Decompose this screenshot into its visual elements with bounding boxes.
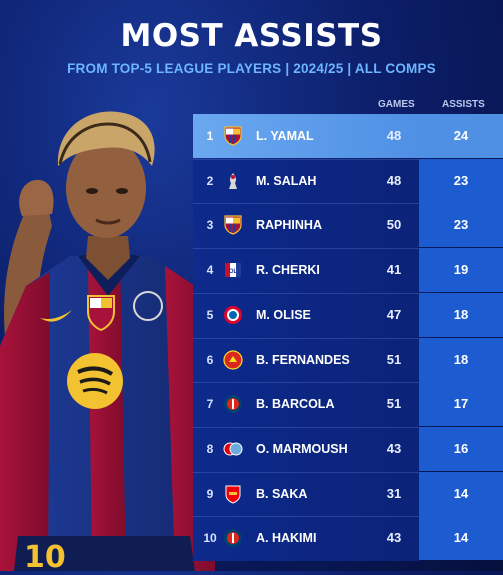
- player-name: A. HAKIMI: [256, 531, 317, 546]
- assists-cell-background: [419, 114, 503, 158]
- rank-number: 10: [203, 531, 217, 546]
- games-value: 51: [386, 396, 402, 412]
- rank-number: 8: [206, 441, 214, 456]
- page-subtitle: FROM TOP-5 LEAGUE PLAYERS | 2024/25 | AL…: [67, 61, 436, 76]
- barcelona-crest-icon: [223, 126, 243, 146]
- lyon-crest-icon: OL: [223, 260, 243, 280]
- rank-number: 1: [206, 129, 214, 143]
- assists-value: 14: [453, 530, 469, 546]
- bayern-crest-icon: [223, 305, 243, 325]
- assists-cell-background: [419, 337, 503, 382]
- liverpool-crest-icon: [223, 171, 243, 191]
- table-row: 7 B. BARCOLA 51 17: [193, 382, 503, 428]
- assists-value: 18: [453, 306, 469, 322]
- table-row: 5 M. OLISE 47 18: [193, 292, 503, 338]
- player-name: B. SAKA: [256, 486, 308, 501]
- table-row: 2 M. SALAH 48 23: [193, 158, 503, 204]
- player-name: R. CHERKI: [256, 263, 320, 278]
- games-value: 41: [386, 262, 402, 278]
- games-value: 43: [386, 530, 402, 546]
- assists-cell-background: [419, 516, 503, 561]
- arsenal-crest-icon: [223, 484, 243, 504]
- games-value: 51: [386, 351, 402, 367]
- table-row: 3 RAPHINHA 50 23: [193, 203, 503, 249]
- page-title: MOST ASSISTS: [120, 18, 383, 54]
- psg-crest-icon: [223, 528, 243, 548]
- table-row: 8 O. MARMOUSH 43 16: [193, 426, 503, 472]
- assists-cell-background: [419, 426, 503, 471]
- rank-number: 3: [206, 218, 214, 233]
- table-row: 6 B. FERNANDES 51 18: [193, 337, 503, 383]
- player-name: RAPHINHA: [256, 218, 322, 233]
- assists-value: 18: [453, 351, 469, 367]
- psg-crest-icon: [223, 394, 243, 414]
- table-row: 4 OL R. CHERKI 41 19: [193, 248, 503, 294]
- table-row: 1 L. YAMAL 48 24: [193, 114, 503, 158]
- frankfurt-mancity-crest-icon: [223, 439, 243, 459]
- assists-value: 19: [453, 262, 469, 278]
- player-name: M. SALAH: [256, 173, 317, 188]
- rank-number: 2: [206, 173, 214, 188]
- barcelona-crest-icon: [223, 215, 243, 236]
- games-value: 43: [386, 440, 402, 456]
- assists-cell-background: [419, 248, 503, 293]
- svg-text:OL: OL: [229, 269, 238, 275]
- player-name: O. MARMOUSH: [256, 441, 348, 456]
- games-value: 48: [386, 128, 402, 143]
- games-value: 47: [386, 306, 402, 322]
- rank-number: 5: [206, 307, 214, 322]
- assists-value: 24: [453, 128, 469, 143]
- player-name: B. FERNANDES: [256, 352, 350, 367]
- assists-value: 14: [453, 485, 469, 501]
- player-name: B. BARCOLA: [256, 397, 335, 412]
- assists-value: 16: [453, 440, 469, 456]
- assists-cell-background: [419, 471, 503, 516]
- games-value: 50: [386, 217, 402, 233]
- games-value: 48: [386, 172, 402, 188]
- games-value: 31: [386, 485, 402, 501]
- assists-value: 17: [453, 396, 469, 412]
- assists-cell-background: [419, 292, 503, 337]
- assists-cell-background: [419, 203, 503, 248]
- rank-number: 4: [206, 263, 214, 278]
- player-photo: [0, 111, 215, 571]
- assists-column-header: ASSISTS: [442, 99, 485, 110]
- man-united-crest-icon: [223, 349, 243, 370]
- rank-number: 6: [206, 352, 214, 367]
- shirt-number: 10: [24, 540, 66, 575]
- rank-number: 7: [206, 397, 214, 412]
- table-row: 9 B. SAKA 31 14: [193, 471, 503, 517]
- assists-cell-background: [419, 158, 503, 203]
- assists-cell-background: [419, 382, 503, 427]
- player-name: L. YAMAL: [256, 129, 314, 143]
- table-row: 10 A. HAKIMI 43 14: [193, 516, 503, 562]
- rank-number: 9: [206, 486, 214, 501]
- games-column-header: GAMES: [378, 99, 415, 110]
- assists-value: 23: [453, 217, 469, 233]
- assists-value: 23: [453, 172, 469, 188]
- player-name: M. OLISE: [256, 307, 311, 322]
